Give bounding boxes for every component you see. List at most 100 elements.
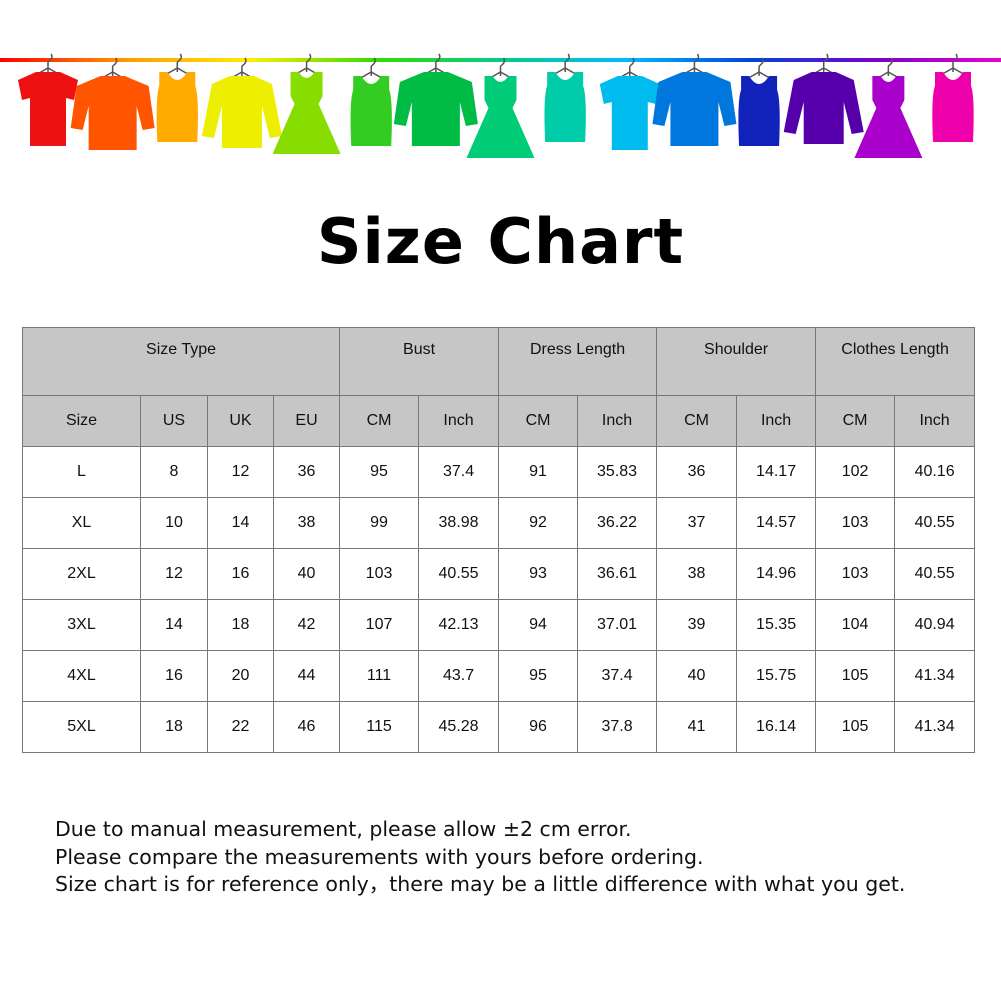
- table-cell: 103: [815, 497, 896, 549]
- table-cell: 91: [498, 446, 579, 498]
- table-cell: 40.55: [894, 497, 976, 549]
- table-cell: 93: [498, 548, 579, 600]
- table-cell: 36: [656, 446, 738, 498]
- table-cell: 12: [207, 446, 274, 498]
- dress-icon: [854, 57, 923, 158]
- header-bust: Bust: [339, 327, 500, 396]
- table-cell: 107: [339, 599, 420, 651]
- table-cell: 37.4: [577, 650, 658, 702]
- table-cell: 36: [272, 446, 341, 498]
- table-cell: 40: [656, 650, 738, 702]
- sub-header-cell: US: [140, 395, 208, 447]
- table-cell: 44: [272, 650, 341, 702]
- table-cell: 40.16: [894, 446, 976, 498]
- table-cell: 37.8: [577, 701, 658, 753]
- note-line: Size chart is for reference only，there m…: [55, 872, 906, 896]
- table-cell: 46: [272, 701, 341, 753]
- table-cell: 14: [140, 599, 208, 651]
- table-cell: 16: [207, 548, 274, 600]
- sweater-icon: [201, 57, 282, 148]
- table-cell: 38: [656, 548, 738, 600]
- table-cell: 95: [498, 650, 579, 702]
- table-cell: 5XL: [22, 701, 141, 753]
- sub-header-cell: Inch: [577, 395, 658, 447]
- note-line: Due to manual measurement, please allow …: [55, 817, 632, 841]
- table-cell: 42: [272, 599, 341, 651]
- header-size-type: Size Type: [21, 327, 341, 396]
- sub-header-cell: CM: [815, 395, 896, 447]
- notes: Due to manual measurement, please allow …: [55, 816, 905, 899]
- shirt-icon: [652, 53, 737, 146]
- table-cell: 40: [272, 548, 341, 600]
- table-cell: 42.13: [418, 599, 500, 651]
- table-row: XL 10 14 38 99 38.98 92 36.22 37 14.57 103 40.55: [22, 497, 976, 549]
- table-row: 5XL 18 22 46 115 45.28 96 37.8 41 16.14 105 41.34: [22, 701, 976, 753]
- header-shoulder: Shoulder: [656, 327, 817, 396]
- table-cell: 40.55: [894, 548, 976, 600]
- table-cell: 40.55: [418, 548, 500, 600]
- table-cell: 104: [815, 599, 896, 651]
- table-cell: 102: [815, 446, 896, 498]
- dress-icon: [466, 57, 535, 158]
- table-cell: 37: [656, 497, 738, 549]
- dress-icon: [272, 53, 341, 154]
- clothesline-banner: [0, 53, 1001, 158]
- table-cell: 4XL: [22, 650, 141, 702]
- table-cell: 12: [140, 548, 208, 600]
- header-dress-length: Dress Length: [498, 327, 658, 396]
- table-cell: 39: [656, 599, 738, 651]
- table-row: L 8 12 36 95 37.4 91 35.83 36 14.17 102 40.16: [22, 446, 976, 498]
- table-cell: 36.22: [577, 497, 658, 549]
- table-cell: 15.75: [736, 650, 817, 702]
- sub-header-cell: Size: [22, 395, 141, 447]
- table-cell: 14: [207, 497, 274, 549]
- table-cell: 14.17: [736, 446, 817, 498]
- table-cell: 99: [339, 497, 420, 549]
- table-cell: 22: [207, 701, 274, 753]
- sub-header-cell: Inch: [736, 395, 817, 447]
- sub-header-cell: Inch: [418, 395, 500, 447]
- sub-header-cell: EU: [272, 395, 341, 447]
- table-cell: 15.35: [736, 599, 817, 651]
- table-cell: 103: [339, 548, 420, 600]
- table-cell: 103: [815, 548, 896, 600]
- table-cell: 41.34: [894, 701, 976, 753]
- table-cell: L: [22, 446, 141, 498]
- table-cell: 18: [207, 599, 274, 651]
- table-cell: 14.96: [736, 548, 817, 600]
- table-cell: 45.28: [418, 701, 500, 753]
- table-cell: 115: [339, 701, 420, 753]
- tshirt-icon: [599, 57, 660, 150]
- sub-header-cell: CM: [656, 395, 738, 447]
- tank-top-icon: [738, 57, 780, 146]
- size-chart-table: Size Type Bust Dress Length Shoulder Clo…: [21, 327, 976, 753]
- table-cell: 35.83: [577, 446, 658, 498]
- sub-header-cell: CM: [498, 395, 579, 447]
- table-cell: 41.34: [894, 650, 976, 702]
- group-header-row: Size Type Bust Dress Length Shoulder Clo…: [21, 327, 976, 396]
- table-cell: 43.7: [418, 650, 500, 702]
- tshirt-icon: [18, 53, 78, 146]
- sub-header-cell: Inch: [894, 395, 976, 447]
- header-clothes-length: Clothes Length: [815, 327, 976, 396]
- sub-header-cell: CM: [339, 395, 420, 447]
- tank-top-icon: [350, 57, 392, 146]
- table-cell: XL: [22, 497, 141, 549]
- table-cell: 94: [498, 599, 579, 651]
- table-cell: 111: [339, 650, 420, 702]
- table-cell: 95: [339, 446, 420, 498]
- table-cell: 38.98: [418, 497, 500, 549]
- shirt-icon: [393, 53, 478, 146]
- table-cell: 18: [140, 701, 208, 753]
- table-cell: 16: [140, 650, 208, 702]
- table-cell: 105: [815, 701, 896, 753]
- table-row: 2XL 12 16 40 103 40.55 93 36.61 38 14.96 103 40.55: [22, 548, 976, 600]
- tank-top-icon: [932, 53, 974, 142]
- table-cell: 14.57: [736, 497, 817, 549]
- table-row: 4XL 16 20 44 111 43.7 95 37.4 40 15.75 105 41.34: [22, 650, 976, 702]
- table-cell: 40.94: [894, 599, 976, 651]
- table-cell: 37.01: [577, 599, 658, 651]
- table-cell: 3XL: [22, 599, 141, 651]
- tank-top-icon: [156, 53, 198, 142]
- table-cell: 36.61: [577, 548, 658, 600]
